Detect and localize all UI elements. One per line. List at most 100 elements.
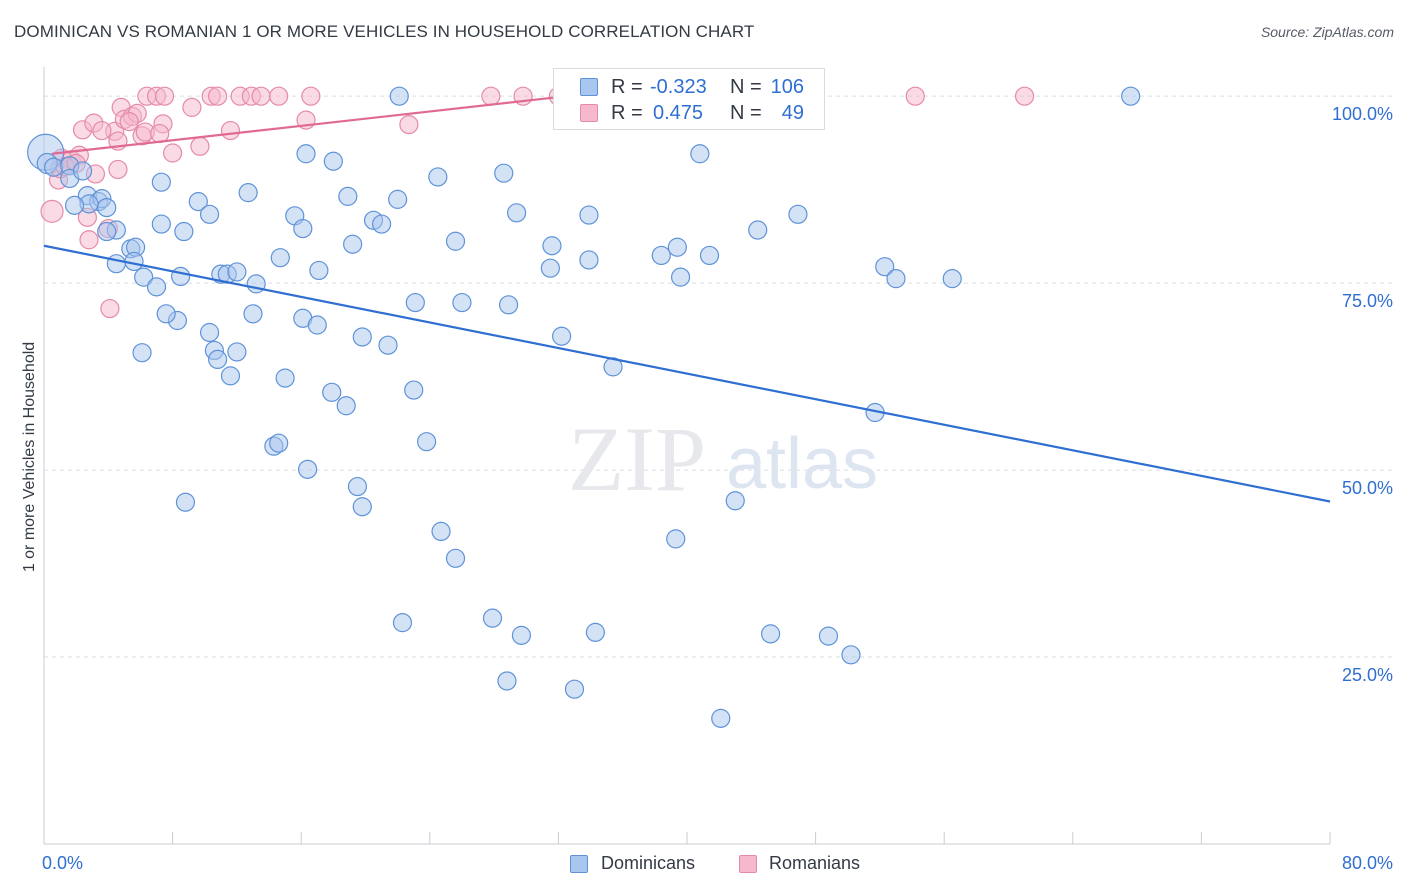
dominican-point [498,295,519,315]
series-swatch-dominicans [570,855,588,873]
dominican-point [336,396,356,416]
legend-r-label: R = [611,76,643,98]
dominican-point [343,234,363,254]
romanian-point [92,120,112,141]
dominican-point [886,269,906,289]
dominican-point [293,218,313,239]
romanian-point [269,86,289,106]
dominicans-points [27,86,1141,728]
romanian-point [154,86,175,106]
watermark: ZIP atlas [568,408,878,510]
romanian-point [208,86,228,106]
romanian-point [150,123,170,144]
dominican-point [156,304,176,324]
dominican-point [227,342,247,362]
romanian-point [119,111,139,132]
romanian-point [100,298,120,319]
dominican-point [347,476,368,497]
dominican-point [44,157,64,177]
dominican-point [445,548,466,568]
dominican-point [199,322,220,343]
dominican-point [97,198,117,218]
legend-n-label: N = [730,76,762,98]
romanian-point [40,199,64,223]
dominican-point [188,192,208,212]
dominican-point [352,327,372,347]
dominican-point [298,459,318,479]
dominican-point [227,262,247,282]
dominican-point [841,645,861,665]
romanian-point [79,230,99,250]
legend-swatch-dominicans [580,78,598,96]
dominican-point [497,671,517,691]
dominican-point [552,326,572,346]
romanian-point [190,136,210,156]
dominican-point [1121,86,1141,106]
legend-r-value: 0.475 [653,102,704,124]
dominican-point [494,163,514,183]
romanian-point [108,159,128,180]
dominican-point [174,221,194,242]
dominican-point [134,267,154,287]
dominican-point [338,186,358,206]
dominican-point [431,521,451,542]
dominican-point [243,304,263,324]
legend-n-label: N = [730,102,762,124]
dominican-point [482,608,503,628]
legend-r-label: R = [611,102,643,124]
y-tick-label: 25.0% [1342,665,1393,685]
dominican-point [875,257,895,277]
dominican-point [579,250,599,270]
dominican-point [208,349,228,370]
watermark-atlas: atlas [726,424,878,504]
axes-layer [43,67,1331,845]
dominican-point [352,497,372,517]
dominican-point [97,221,117,242]
dominican-point [151,214,171,234]
chart-title: DOMINICAN VS ROMANIAN 1 OR MORE VEHICLES… [14,22,755,41]
grid-layer [44,95,1394,658]
dominican-point [238,183,258,203]
tick-labels: 25.0% 50.0% 75.0% 100.0% 0.0% 80.0% [42,104,1393,873]
stats-legend: R = -0.323 N = 106 R = 0.475 N = 49 [553,68,825,130]
dominican-point [322,382,342,402]
dominican-point [404,380,424,400]
legend-row-romanians: R = 0.475 N = 49 [554,100,824,126]
dominican-point [942,269,962,289]
dominican-point [199,204,220,224]
dominican-point [507,203,527,223]
dominican-point [748,220,768,240]
dominican-point [666,529,686,549]
dominican-point [309,260,329,281]
dominican-point [452,292,472,313]
dominican-point [171,266,191,286]
dominican-point [579,205,599,225]
x-tick-label-max: 80.0% [1342,853,1393,873]
dominican-point [175,492,196,512]
legend-swatch-romanians [580,104,598,122]
dominican-point [788,204,808,224]
dominican-point [389,86,409,106]
dominican-point [323,151,343,171]
dominicans-trend-line [43,244,1331,503]
dominican-point [542,236,562,256]
series-label-dominicans: Dominicans [601,853,696,873]
romanian-point [1014,86,1035,106]
series-swatch-romanians [739,855,757,873]
romanian-point [399,114,419,135]
source-label: Source: ZipAtlas.com [1260,24,1394,40]
y-tick-label: 100.0% [1332,104,1393,124]
dominican-point [818,626,839,646]
dominican-point [725,491,745,511]
dominican-point [146,277,167,297]
dominican-point [405,292,425,313]
dominican-point [132,343,152,363]
trend-lines [43,95,1331,503]
dominican-point [667,237,687,257]
dominican-point [371,214,392,234]
legend-n-value: 49 [781,102,804,124]
romanian-point [182,97,202,117]
dominican-point [270,248,290,268]
dominican-point [378,335,398,355]
